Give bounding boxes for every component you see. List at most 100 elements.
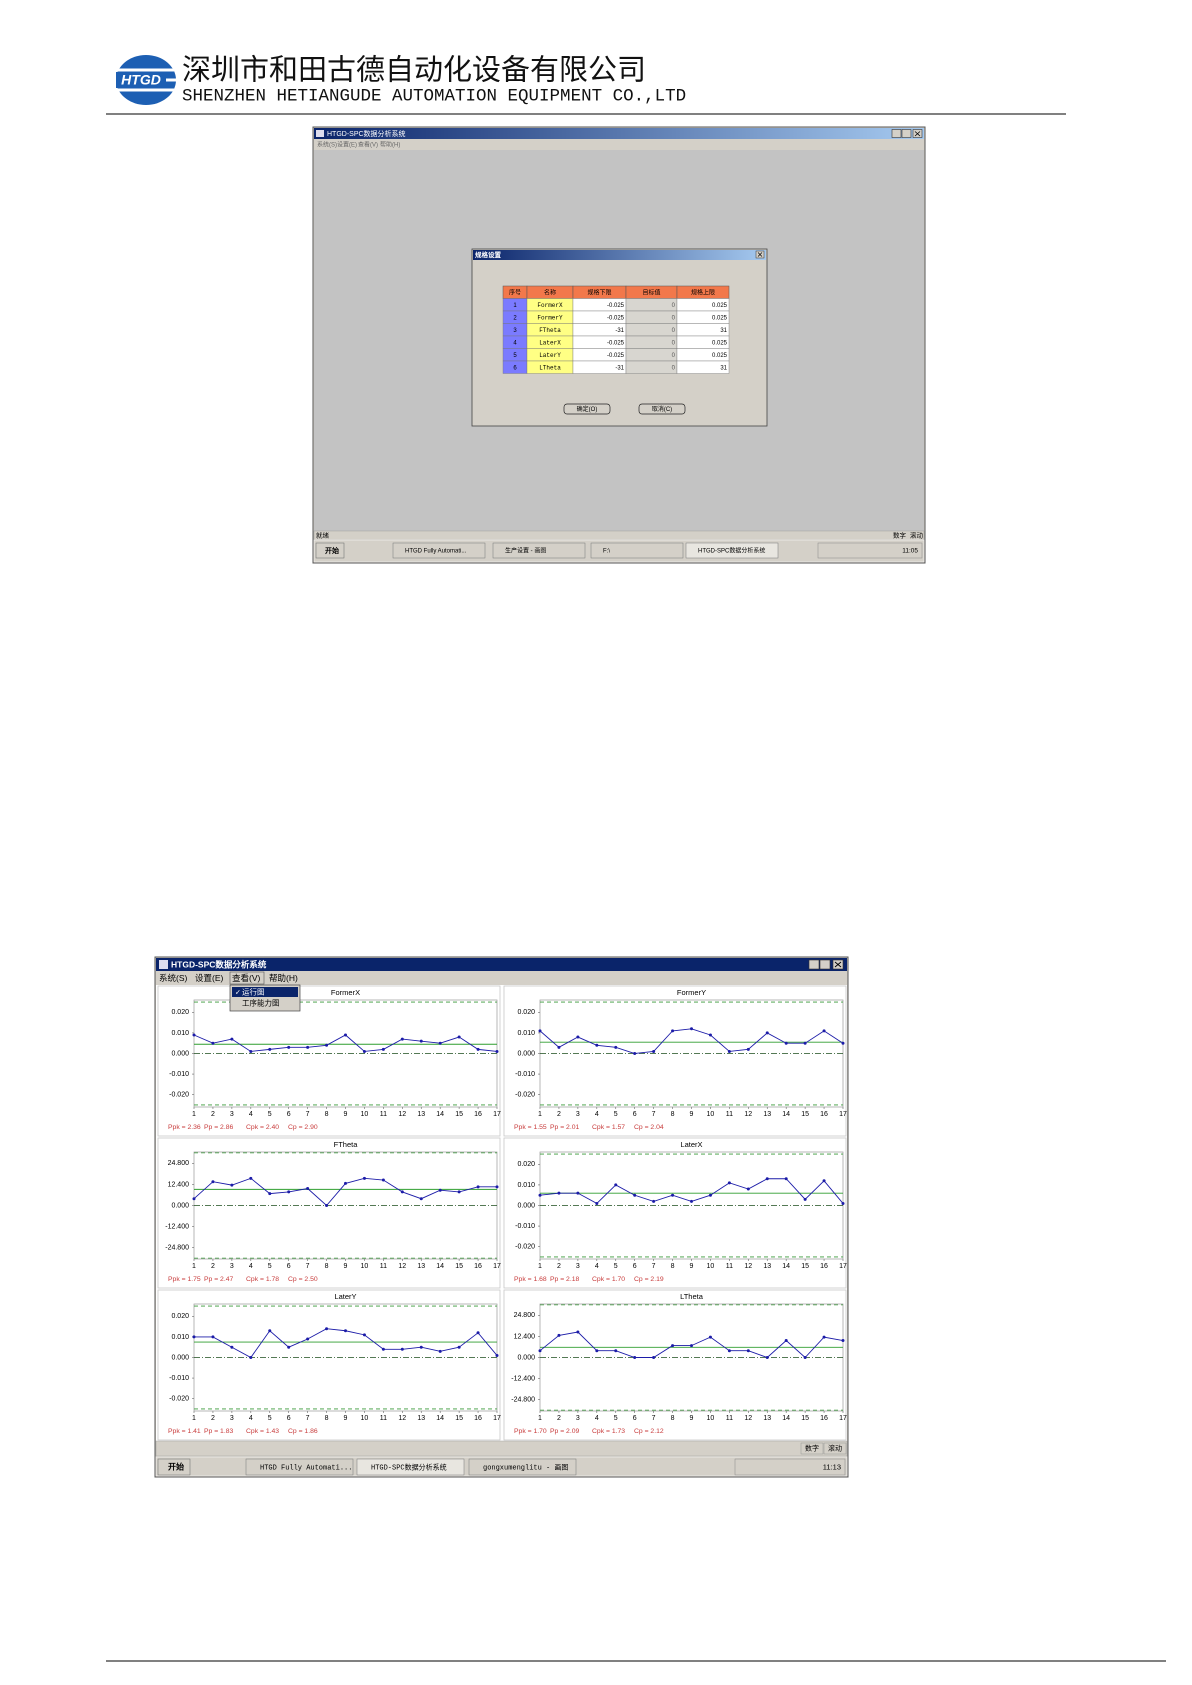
status-indicator: 数字 (893, 531, 907, 540)
taskbar-button[interactable] (356, 1458, 465, 1476)
minimize-button[interactable] (808, 959, 820, 970)
x-tick-label: 3 (230, 1263, 234, 1270)
x-tick-label: 17 (839, 1111, 847, 1118)
start-label: 开始 (325, 546, 339, 555)
x-tick-label: 11 (380, 1263, 387, 1270)
capability-stat: Pp = 2.01 (550, 1124, 580, 1131)
data-point (708, 1193, 712, 1197)
x-tick-label: 16 (474, 1263, 482, 1270)
y-tick-label: 0.020 (517, 1009, 535, 1016)
data-point (419, 1197, 423, 1201)
x-tick-label: 11 (380, 1111, 387, 1118)
check-mark: ✓ (235, 989, 241, 996)
taskbar-button[interactable] (245, 1458, 354, 1476)
x-tick-label: 12 (398, 1415, 406, 1422)
data-point (211, 1335, 215, 1339)
menu-item[interactable]: 帮助(H) (380, 141, 400, 149)
x-tick-label: 4 (595, 1263, 599, 1270)
tray (817, 542, 923, 559)
x-tick-label: 12 (744, 1415, 752, 1422)
x-tick-label: 13 (763, 1415, 771, 1422)
taskbar-button[interactable] (685, 542, 779, 559)
x-tick-label: 15 (801, 1415, 809, 1422)
x-tick-label: 15 (455, 1263, 463, 1270)
maximize-button[interactable] (819, 959, 831, 970)
status-indicator: 滚动 (910, 531, 924, 540)
data-point (211, 1041, 215, 1045)
taskbar-label: 生产设置 - 画图 (505, 547, 546, 555)
table-cell-text: 0 (672, 303, 676, 309)
table-cell-text: 0.025 (712, 340, 728, 346)
taskbar-button[interactable] (468, 1458, 577, 1476)
capability-stat: Cpk = 1.78 (246, 1276, 279, 1283)
x-tick-label: 15 (455, 1111, 463, 1118)
data-point (633, 1356, 637, 1359)
x-tick-label: 2 (557, 1263, 561, 1270)
x-tick-label: 11 (726, 1263, 733, 1270)
data-point (803, 1356, 807, 1359)
start-button[interactable] (157, 1458, 191, 1476)
data-point (690, 1199, 693, 1203)
dialog-button[interactable] (563, 403, 611, 415)
maximize-button[interactable] (901, 129, 912, 138)
x-tick-label: 2 (557, 1111, 561, 1118)
dialog-button[interactable] (638, 403, 686, 415)
company-name-en: SHENZHEN HETIANGUDE AUTOMATION EQUIPMENT… (182, 87, 686, 107)
y-tick-label: -0.010 (515, 1223, 535, 1230)
menu-item[interactable]: 设置(E) (195, 973, 224, 983)
table-header-text: 序号 (509, 288, 521, 296)
status-pane (823, 1442, 847, 1455)
table-header-text: 目标值 (642, 288, 660, 296)
y-tick-label: 0.020 (517, 1161, 535, 1168)
data-point (287, 1190, 291, 1194)
window-title: HTGD-SPC数据分析系统 (327, 129, 406, 138)
menu-item[interactable]: 系统(S) (317, 141, 337, 149)
x-tick-label: 16 (820, 1111, 828, 1118)
title-bar (314, 128, 924, 139)
table-cell (625, 310, 678, 324)
dropdown-item[interactable]: 工序能力图 (242, 997, 280, 1007)
data-point (538, 1193, 542, 1197)
taskbar-button[interactable] (590, 542, 684, 559)
data-point (325, 1327, 329, 1331)
menu-item[interactable]: 帮助(H) (269, 973, 298, 983)
data-point (249, 1356, 253, 1359)
data-point (495, 1049, 499, 1053)
capability-stat: Cp = 2.04 (634, 1124, 664, 1131)
taskbar-button[interactable] (392, 542, 486, 559)
capability-stat: Cpk = 1.57 (592, 1124, 625, 1131)
data-point (249, 1049, 253, 1053)
minimize-button[interactable] (891, 129, 902, 138)
y-tick-label: -24.800 (511, 1396, 535, 1403)
capability-stat: Pp = 1.83 (204, 1428, 234, 1435)
menu-item[interactable]: 系统(S) (159, 973, 188, 983)
x-tick-label: 7 (652, 1111, 656, 1118)
data-point (652, 1049, 656, 1053)
data-point (652, 1199, 656, 1203)
dropdown-item[interactable]: 运行图 (242, 986, 265, 996)
menu-item[interactable]: 设置(E) (337, 141, 357, 149)
x-tick-label: 8 (671, 1111, 675, 1118)
chart-title: LaterX (680, 1140, 702, 1149)
table-cell-text: FTheta (539, 327, 561, 334)
taskbar-button[interactable] (492, 542, 586, 559)
x-tick-label: 4 (249, 1111, 253, 1118)
taskbar-label: F:\ (603, 549, 610, 555)
menu-item[interactable]: 查看(V) (232, 973, 261, 983)
data-point (476, 1185, 480, 1189)
x-tick-label: 9 (344, 1263, 348, 1270)
window-buttons (891, 129, 923, 138)
screenshot-spec-settings: HTGD-SPC数据分析系统 就绪 规格设置 序号 名称 规格下限 目标值 规格上限 1 F… (312, 126, 926, 564)
window-title: HTGD-SPC数据分析系统 (171, 959, 267, 969)
data-point (671, 1193, 675, 1197)
data-point (557, 1191, 561, 1195)
data-point (803, 1197, 807, 1201)
data-point (633, 1052, 637, 1055)
y-tick-label: -0.020 (169, 1091, 189, 1098)
menu-item[interactable]: 查看(V) (358, 141, 378, 149)
x-tick-label: 5 (268, 1415, 272, 1422)
table-cell-text: 0 (672, 365, 676, 371)
x-tick-label: 15 (455, 1415, 463, 1422)
start-button[interactable] (315, 542, 345, 559)
chart-title: LTheta (680, 1292, 704, 1301)
